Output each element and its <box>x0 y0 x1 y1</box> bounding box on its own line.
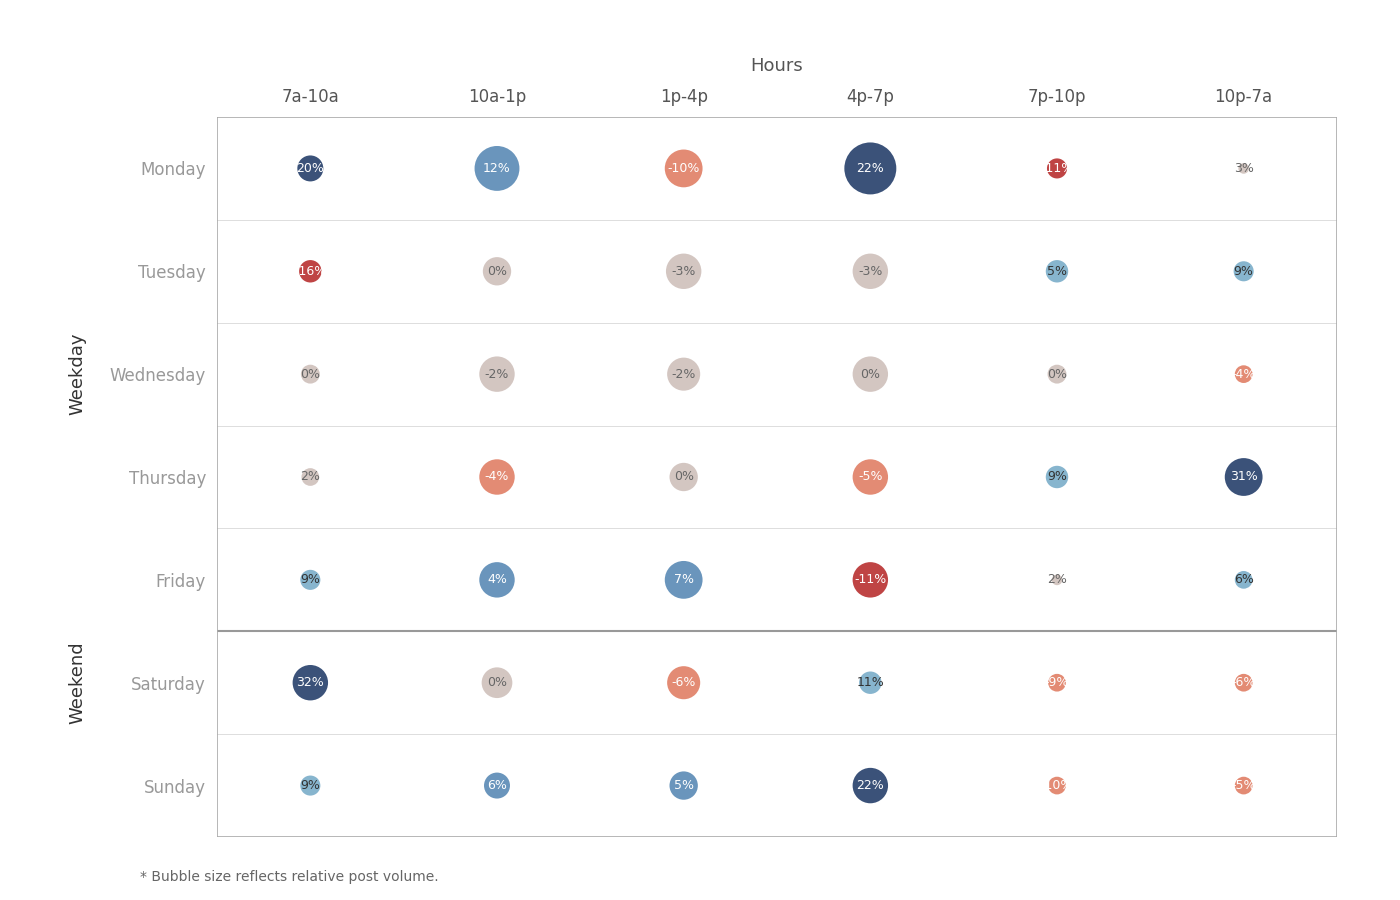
Text: 9%: 9% <box>301 573 321 587</box>
Point <box>486 572 508 587</box>
Text: -6%: -6% <box>1232 676 1256 689</box>
Text: 6%: 6% <box>487 779 507 792</box>
Text: 22%: 22% <box>857 162 885 175</box>
Point <box>300 572 322 587</box>
Text: 0%: 0% <box>861 367 881 381</box>
Point <box>486 778 508 793</box>
Text: 20%: 20% <box>297 162 325 175</box>
Point <box>672 161 694 176</box>
Point <box>860 367 882 382</box>
Point <box>300 367 322 382</box>
Text: -4%: -4% <box>484 471 510 483</box>
Text: -3%: -3% <box>672 265 696 278</box>
Point <box>1232 264 1254 278</box>
Text: -2%: -2% <box>484 367 510 381</box>
Point <box>300 161 322 176</box>
Point <box>860 264 882 278</box>
Text: Weekend: Weekend <box>69 642 85 724</box>
Text: -9%: -9% <box>1044 676 1070 689</box>
Text: 4%: 4% <box>487 573 507 587</box>
Text: 0%: 0% <box>487 676 507 689</box>
Point <box>486 676 508 690</box>
Text: 6%: 6% <box>1233 573 1253 587</box>
Text: 22%: 22% <box>857 779 885 792</box>
Text: 5%: 5% <box>1047 265 1067 278</box>
Text: -16%: -16% <box>294 265 326 278</box>
Text: 0%: 0% <box>487 265 507 278</box>
Text: 12%: 12% <box>483 162 511 175</box>
Point <box>1046 470 1068 484</box>
Text: -5%: -5% <box>1232 779 1256 792</box>
Text: -4%: -4% <box>1232 367 1256 381</box>
Text: 2%: 2% <box>1047 573 1067 587</box>
Text: -2%: -2% <box>672 367 696 381</box>
Point <box>300 676 322 690</box>
Text: -10%: -10% <box>1040 779 1074 792</box>
Point <box>486 264 508 278</box>
Point <box>672 572 694 587</box>
Text: Weekday: Weekday <box>69 333 85 416</box>
Text: 31%: 31% <box>1229 471 1257 483</box>
Point <box>1232 778 1254 793</box>
Text: * Bubble size reflects relative post volume.: * Bubble size reflects relative post vol… <box>140 869 438 884</box>
Point <box>1232 572 1254 587</box>
Point <box>1046 367 1068 382</box>
Point <box>672 676 694 690</box>
Text: 2%: 2% <box>301 471 321 483</box>
Point <box>300 778 322 793</box>
Text: 0%: 0% <box>1047 367 1067 381</box>
Point <box>1232 470 1254 484</box>
Text: 3%: 3% <box>1233 162 1253 175</box>
Point <box>300 264 322 278</box>
Point <box>1046 264 1068 278</box>
Point <box>860 778 882 793</box>
Point <box>486 470 508 484</box>
Point <box>1046 572 1068 587</box>
Text: 9%: 9% <box>1047 471 1067 483</box>
Point <box>860 161 882 176</box>
Point <box>860 676 882 690</box>
Text: 0%: 0% <box>301 367 321 381</box>
Text: 9%: 9% <box>1233 265 1253 278</box>
Point <box>860 572 882 587</box>
Text: 9%: 9% <box>301 779 321 792</box>
Text: 32%: 32% <box>297 676 325 689</box>
Text: -3%: -3% <box>858 265 882 278</box>
Text: -11%: -11% <box>1040 162 1074 175</box>
Point <box>1232 161 1254 176</box>
Text: 0%: 0% <box>673 471 693 483</box>
Text: -10%: -10% <box>668 162 700 175</box>
Point <box>672 367 694 382</box>
Point <box>486 367 508 382</box>
Point <box>672 778 694 793</box>
Text: 7%: 7% <box>673 573 693 587</box>
Point <box>1046 676 1068 690</box>
X-axis label: Hours: Hours <box>750 58 804 76</box>
Point <box>1046 778 1068 793</box>
Point <box>1046 161 1068 176</box>
Text: -5%: -5% <box>858 471 882 483</box>
Text: 11%: 11% <box>857 676 885 689</box>
Point <box>486 161 508 176</box>
Point <box>1232 367 1254 382</box>
Point <box>672 264 694 278</box>
Text: -6%: -6% <box>672 676 696 689</box>
Point <box>300 470 322 484</box>
Point <box>1232 676 1254 690</box>
Text: -11%: -11% <box>854 573 886 587</box>
Point <box>860 470 882 484</box>
Point <box>672 470 694 484</box>
Text: 5%: 5% <box>673 779 693 792</box>
